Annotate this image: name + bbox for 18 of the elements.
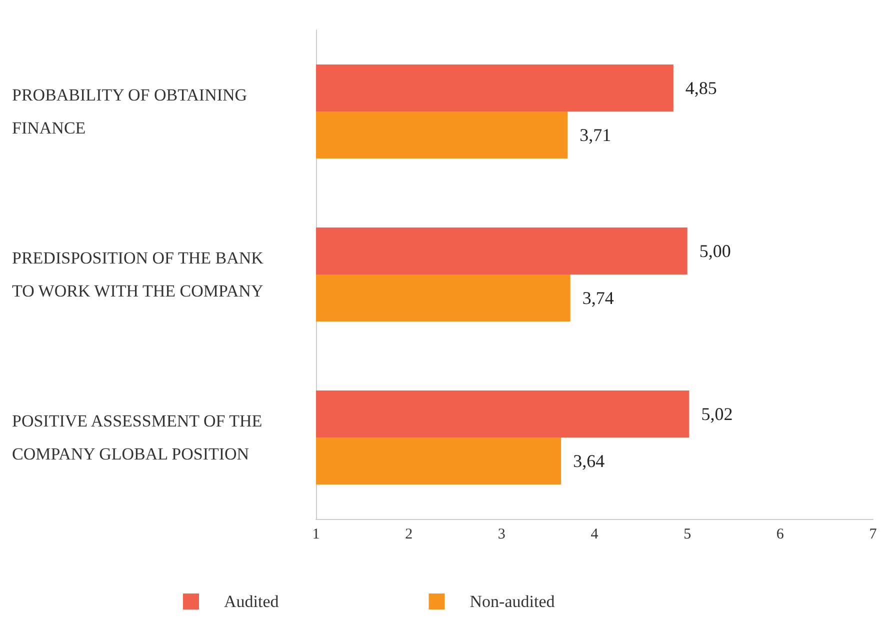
x-tick-label: 7: [869, 526, 878, 542]
x-tick-label: 2: [405, 526, 413, 542]
data-label: 3,64: [573, 451, 605, 471]
data-label: 5,02: [701, 404, 733, 424]
y-tick-label: POSITIVE ASSESSMENT OF THE COMPANY GLOBAL POSITION: [12, 412, 266, 464]
x-tick-label: 1: [312, 526, 320, 542]
y-tick-label: PROBABILITY OF OBTAINING FINANCE: [12, 86, 252, 138]
data-label: 3,71: [580, 125, 612, 145]
legend-label: Audited: [224, 592, 280, 611]
y-tick-label: PREDISPOSITION OF THE BANK TO WORK WITH THE COMPANY: [12, 248, 268, 300]
x-tick-label: 6: [776, 526, 784, 542]
x-tick-label: 5: [684, 526, 692, 542]
legend-label: Non-audited: [470, 592, 556, 611]
x-tick-label: 4: [590, 526, 599, 542]
data-label: 3,74: [582, 288, 614, 308]
data-label: 5,00: [699, 241, 731, 261]
x-tick-label: 3: [498, 526, 506, 542]
data-label: 4,85: [685, 78, 717, 98]
